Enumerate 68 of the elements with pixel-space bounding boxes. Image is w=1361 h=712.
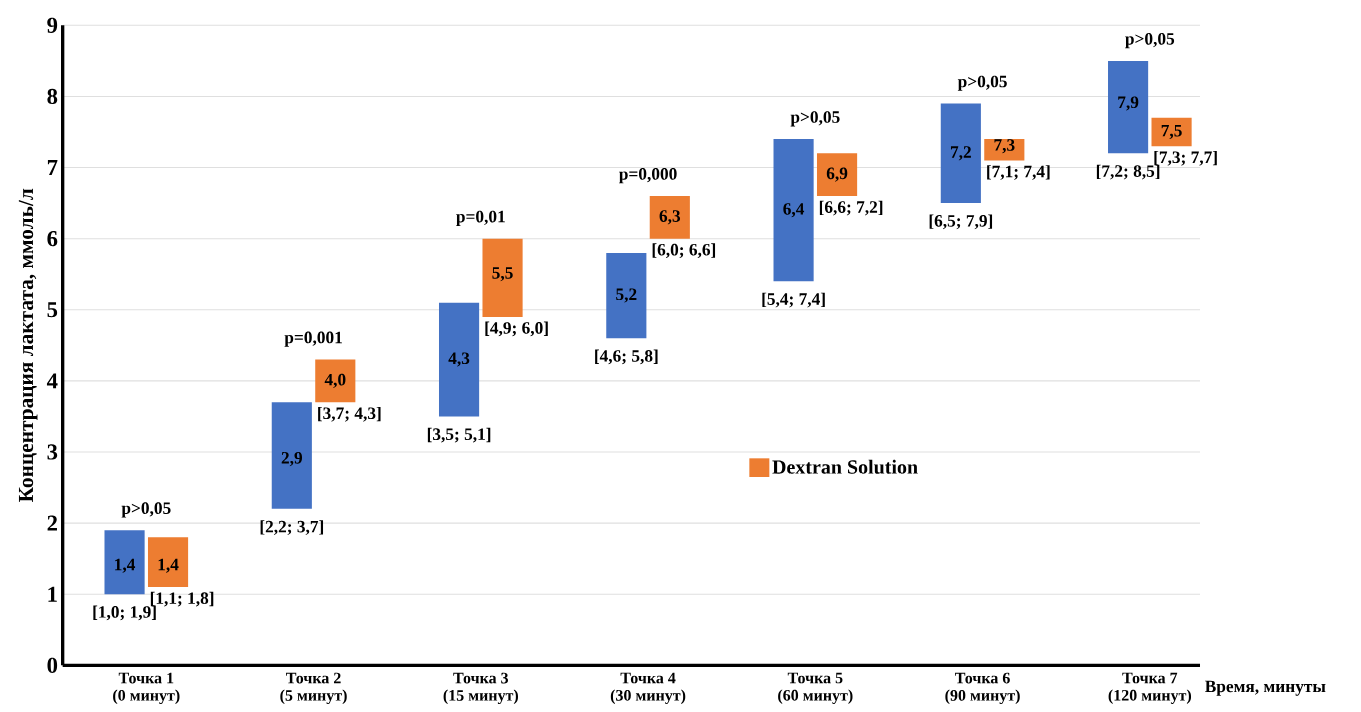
x-tick-label: Точка 7 (120 минут) bbox=[1108, 672, 1192, 704]
annotation: 2,9 bbox=[281, 452, 303, 467]
annotation: 7,2 bbox=[950, 146, 971, 161]
annotation: p>0,05 bbox=[957, 75, 1007, 91]
annotation: 4,0 bbox=[324, 373, 346, 388]
data-label: [5,4; 7,4] bbox=[762, 292, 825, 308]
x-tick-label: Точка 5 (60 минут) bbox=[778, 672, 853, 704]
y-tick-label: 5 bbox=[47, 302, 58, 318]
data-label: [7,1; 7,4] bbox=[987, 165, 1050, 180]
annotation: 6,4 bbox=[783, 203, 805, 218]
data-label: [2,2; 3,7] bbox=[260, 520, 324, 535]
y-tick-label: 0 bbox=[47, 657, 58, 673]
x-tick-label: Точка 4 (30 минут) bbox=[610, 672, 686, 705]
data-label: [6,5; 7,9] bbox=[929, 214, 993, 230]
bar bbox=[438, 302, 480, 417]
y-tick-label: 4 bbox=[46, 373, 58, 389]
annotation: 7,5 bbox=[1161, 124, 1182, 139]
y-tick-label: 3 bbox=[47, 444, 58, 460]
annotation: 5,2 bbox=[616, 288, 637, 303]
annotation: p>0,05 bbox=[1125, 32, 1175, 49]
data-label: [3,5; 5,1] bbox=[427, 427, 491, 443]
y-tick-label: 6 bbox=[47, 231, 58, 247]
annotation: 1,4 bbox=[158, 558, 179, 573]
x-tick-label: Точка 2 (5 минут) bbox=[280, 672, 347, 705]
data-label: [3,7; 4,3] bbox=[318, 406, 381, 422]
data-label: [4,6; 5,8] bbox=[595, 349, 658, 365]
bar bbox=[649, 195, 690, 239]
bar bbox=[940, 103, 981, 204]
y-tick-label: 8 bbox=[47, 88, 58, 105]
annotation: 5,5 bbox=[492, 267, 513, 282]
bar bbox=[315, 359, 356, 403]
annotation: 1,4 bbox=[115, 558, 136, 573]
x-axis-title: Время, минуты bbox=[1205, 680, 1326, 696]
bar bbox=[1151, 117, 1192, 147]
y-tick-label: 2 bbox=[47, 515, 57, 531]
annotation: 6,3 bbox=[659, 210, 681, 225]
data-label: [4,9; 6,0] bbox=[485, 321, 548, 337]
bar bbox=[147, 537, 189, 588]
bar bbox=[1108, 60, 1149, 154]
annotation: 4,3 bbox=[448, 352, 470, 367]
x-tick-label: Точка 3 (15 минут) bbox=[443, 672, 519, 705]
y-tick-label: 7 bbox=[47, 160, 58, 175]
y-tick-label: 9 bbox=[47, 17, 58, 33]
data-label: [6,0; 6,6] bbox=[652, 243, 716, 259]
bar bbox=[104, 530, 145, 595]
bar bbox=[482, 238, 523, 317]
annotation: p>0,05 bbox=[790, 111, 840, 127]
bar bbox=[606, 252, 647, 339]
data-label: [7,3; 7,7] bbox=[1154, 150, 1217, 166]
data-label: [7,2; 8,5] bbox=[1096, 164, 1160, 180]
annotation: 7,3 bbox=[994, 139, 1015, 154]
annotation: 6,9 bbox=[826, 167, 848, 182]
annotation: p=0,001 bbox=[284, 331, 342, 347]
bar bbox=[773, 139, 814, 282]
annotation: p>0,05 bbox=[121, 502, 171, 518]
annotation: 7,9 bbox=[1118, 96, 1139, 111]
y-tick-label: 1 bbox=[48, 586, 57, 602]
data-label: [1,0; 1,9] bbox=[93, 605, 156, 621]
bar bbox=[816, 153, 858, 196]
data-label: [6,6; 7,2] bbox=[819, 200, 883, 216]
bar bbox=[271, 402, 312, 509]
x-tick-label: Точка 1 (0 минут) bbox=[113, 672, 180, 705]
x-tick-label: Точка 6 (90 минут) bbox=[945, 672, 1020, 705]
legend-label: Dextran Solution bbox=[772, 459, 918, 474]
data-label: [1,1; 1,8] bbox=[150, 591, 214, 607]
y-axis-title: Концентрация лактата, ммоль/л bbox=[18, 188, 38, 503]
annotation: p=0,000 bbox=[619, 168, 677, 184]
annotation: p=0,01 bbox=[456, 210, 505, 226]
